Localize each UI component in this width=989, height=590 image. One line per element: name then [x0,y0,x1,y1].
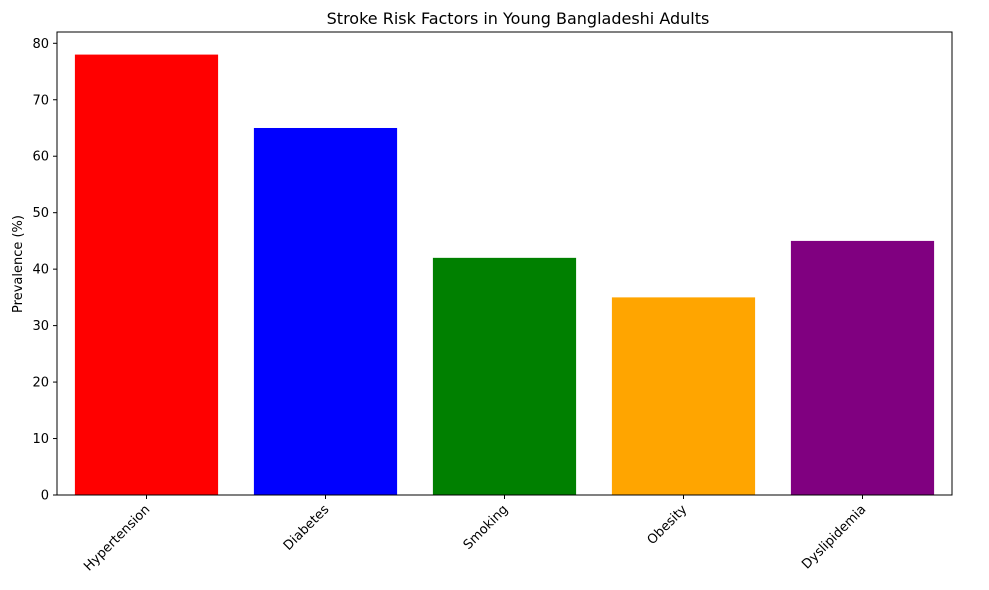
y-tick-label: 50 [32,206,49,221]
bar-smoking [432,257,577,495]
y-tick-label: 40 [32,263,49,278]
bar-obesity [611,297,756,495]
bar-diabetes [253,127,398,496]
chart-title: Stroke Risk Factors in Young Bangladeshi… [327,9,710,28]
y-tick-label: 30 [32,319,49,334]
x-tick-label-obesity: Obesity [645,502,691,548]
y-tick-label: 80 [32,37,49,52]
y-tick-label: 70 [32,93,49,108]
y-axis-label: Prevalence (%) [11,215,26,313]
y-tick-label: 10 [32,432,49,447]
plot-area: 0 10 20 30 40 50 60 70 80 Hypertension Diabetes Smo… [32,31,953,574]
y-tick-label: 0 [41,489,49,504]
x-tick-label-hypertension: Hypertension [81,502,153,574]
bar-dyslipidemia [790,240,935,495]
x-tick-label-diabetes: Diabetes [281,502,333,554]
bar-hypertension [74,54,219,496]
y-tick-label: 20 [32,376,49,391]
x-tick-label-dyslipidemia: Dyslipidemia [799,502,869,572]
y-tick-label: 60 [32,150,49,165]
x-tick-label-smoking: Smoking [461,502,512,553]
